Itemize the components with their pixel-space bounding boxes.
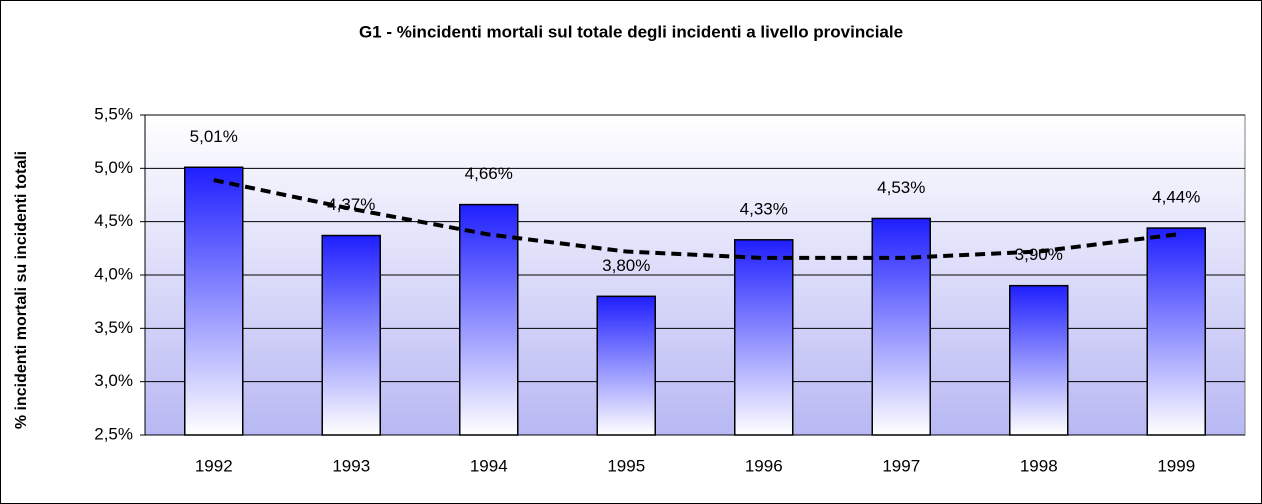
y-tick-label: 2,5% [94,424,133,443]
x-tick-label: 1994 [470,456,508,475]
value-label: 4,33% [740,199,788,218]
x-tick-label: 1999 [1157,456,1195,475]
x-tick-label: 1997 [882,456,920,475]
y-tick-label: 4,5% [94,211,133,230]
y-tick-label: 3,0% [94,371,133,390]
bar [321,234,381,436]
bar [871,217,931,436]
chart-title: G1 - %incidenti mortali sul totale degli… [359,22,903,41]
value-label: 4,53% [877,178,925,197]
x-tick-label: 1995 [607,456,645,475]
value-label: 3,80% [602,256,650,275]
x-tick-label: 1998 [1020,456,1058,475]
value-label: 5,01% [190,127,238,146]
bar [459,203,519,436]
y-tick-label: 4,0% [94,264,133,283]
y-tick-label: 5,5% [94,104,133,123]
y-tick-label: 3,5% [94,318,133,337]
x-tick-label: 1993 [332,456,370,475]
bar [184,166,244,436]
x-tick-label: 1992 [195,456,233,475]
bar [1146,227,1206,436]
value-label: 4,37% [327,195,375,214]
y-axis-label: % incidenti mortali su incidenti totali [13,151,30,429]
bar [734,239,794,436]
value-label: 4,66% [465,164,513,183]
bar [1009,284,1069,436]
bar [596,295,656,436]
trendline [213,178,1177,260]
x-tick-label: 1996 [745,456,783,475]
value-label: 4,44% [1152,188,1200,207]
y-tick-label: 5,0% [94,158,133,177]
value-label: 3,90% [1015,245,1063,264]
